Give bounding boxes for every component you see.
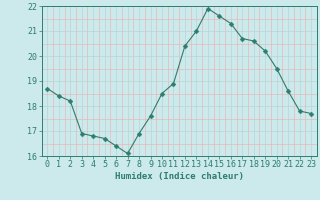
X-axis label: Humidex (Indice chaleur): Humidex (Indice chaleur) <box>115 172 244 181</box>
